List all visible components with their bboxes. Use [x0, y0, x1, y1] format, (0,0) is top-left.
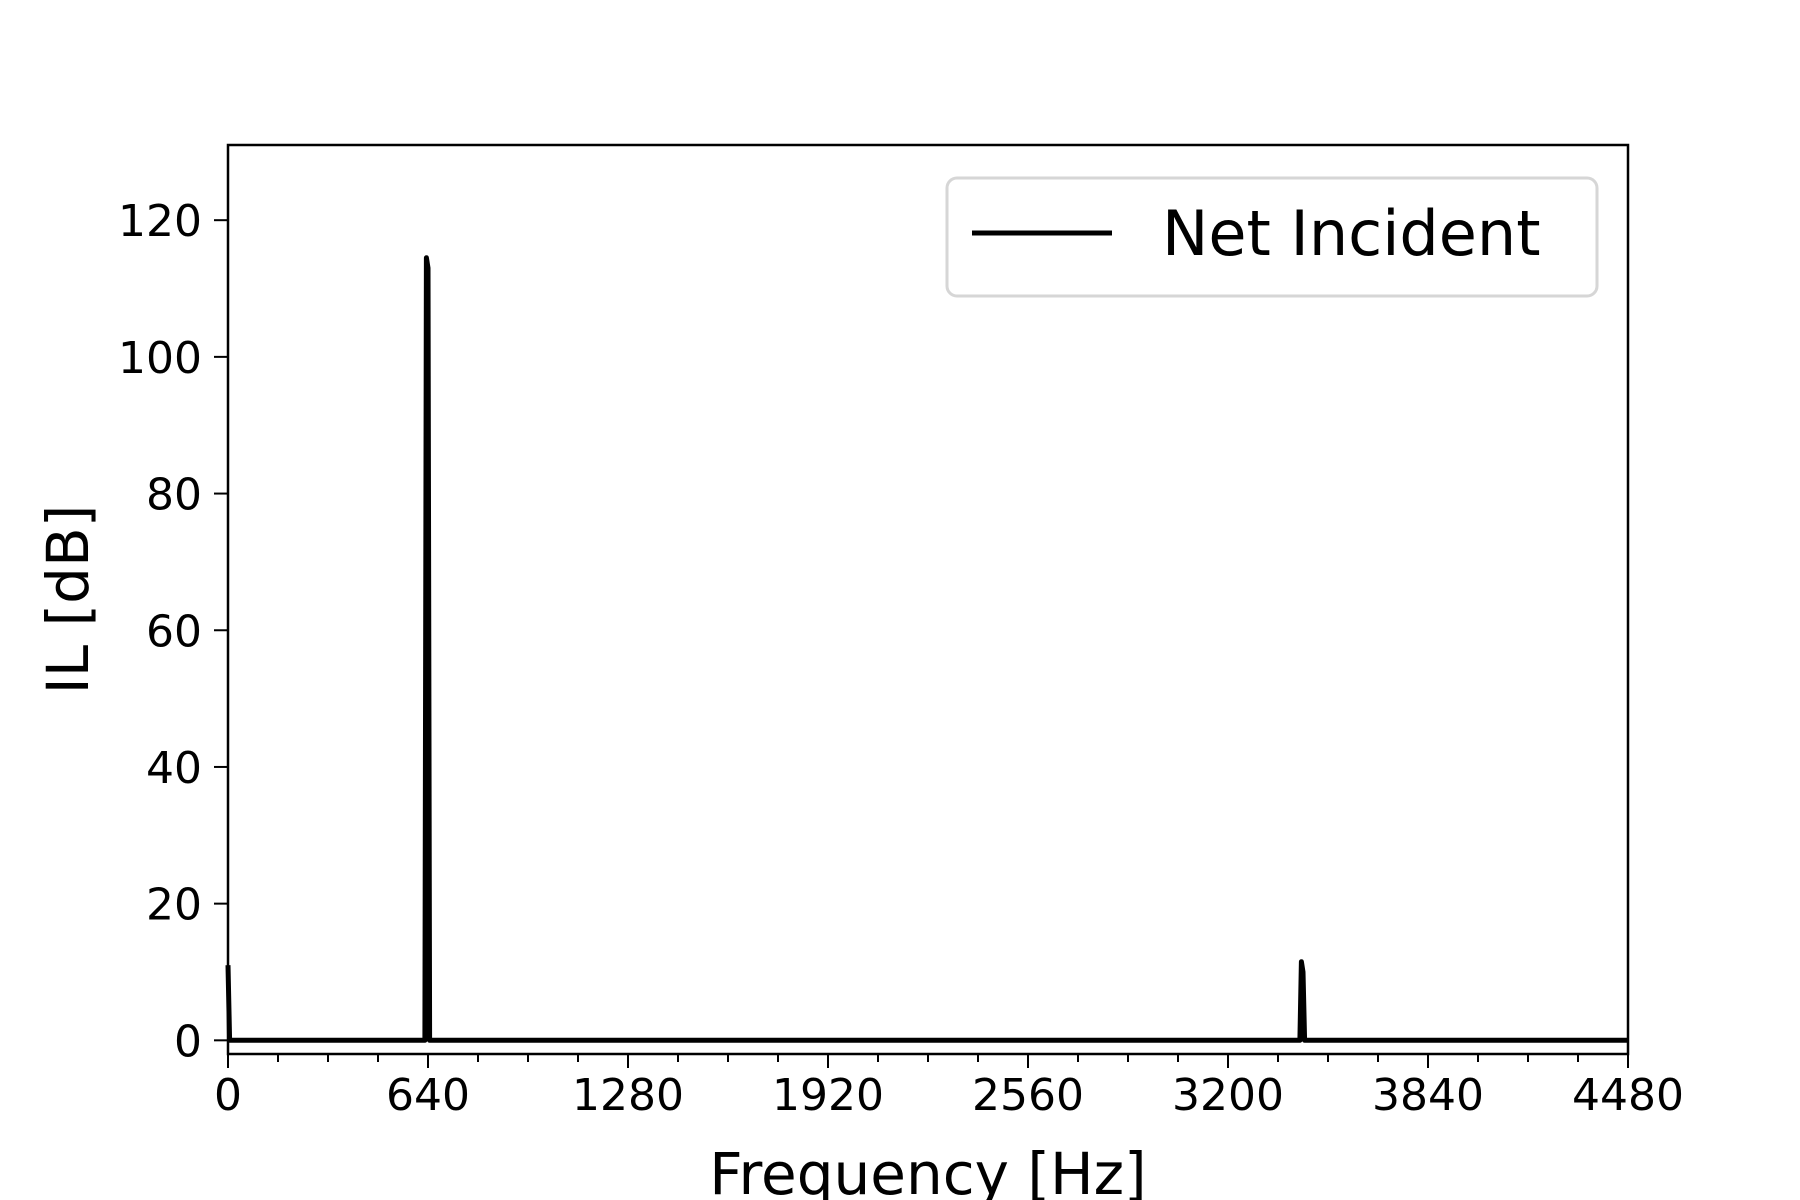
y-tick-label: 20: [146, 880, 202, 931]
series-layer: [225, 255, 1628, 1043]
y-tick-label: 120: [118, 196, 202, 247]
x-axis: 0 640 1280 1920 2560 3200 3840 4480: [214, 1054, 1684, 1121]
y-tick-label: 100: [118, 333, 202, 384]
x-tick-label: 640: [386, 1070, 470, 1121]
x-axis-label: Frequency [Hz]: [709, 1140, 1146, 1200]
y-axis: 0 20 40 60 80 100 120: [118, 196, 228, 1067]
x-tick-label: 2560: [972, 1070, 1084, 1121]
y-tick-label: 40: [146, 743, 202, 794]
x-tick-label: 4480: [1572, 1070, 1684, 1121]
x-tick-label: 3840: [1372, 1070, 1484, 1121]
x-tick-label: 1920: [772, 1070, 884, 1121]
y-tick-label: 80: [146, 470, 202, 521]
legend-label-net-incident: Net Incident: [1162, 197, 1541, 270]
legend-box: [945, 176, 1599, 298]
x-tick-label: 1280: [572, 1070, 684, 1121]
x-tick-label: 3200: [1172, 1070, 1284, 1121]
x-tick-label: 0: [214, 1070, 242, 1121]
y-axis-label: IL [dB]: [34, 505, 102, 695]
series-line-0: [225, 255, 1628, 1043]
legend: Net Incident: [945, 176, 1599, 298]
y-tick-label: 60: [146, 606, 202, 657]
y-tick-label: 0: [174, 1016, 202, 1067]
